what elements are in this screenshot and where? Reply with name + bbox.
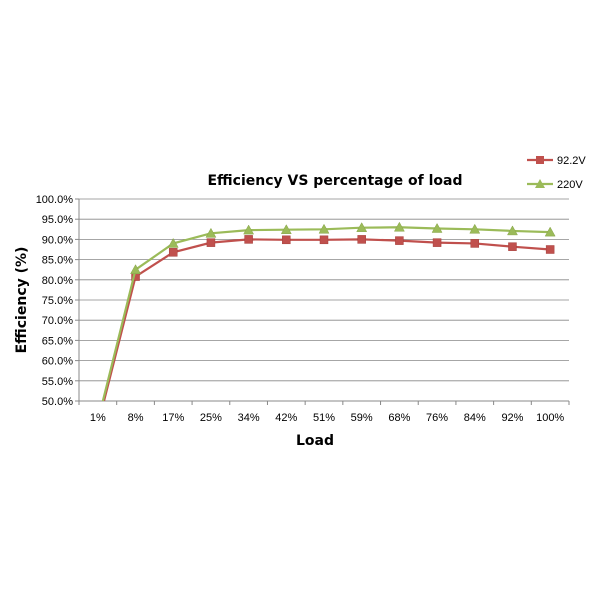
data-point xyxy=(205,227,217,238)
data-point xyxy=(432,238,442,247)
data-point xyxy=(395,236,404,245)
y-tick-label: 50.0% xyxy=(42,396,73,408)
data-point xyxy=(130,264,141,274)
data-point xyxy=(393,221,405,232)
legend-label: 220V xyxy=(557,179,583,191)
y-tick-label: 80.0% xyxy=(42,275,73,287)
legend-item: 220V xyxy=(527,179,583,191)
data-point xyxy=(357,235,366,244)
legend: 92.2V 220V xyxy=(527,155,586,191)
chart-title: Efficiency VS percentage of load xyxy=(207,173,462,189)
data-point xyxy=(167,237,179,248)
x-tick-label: 76% xyxy=(426,412,448,424)
x-tick-label: 92% xyxy=(501,412,523,424)
data-point xyxy=(545,245,555,254)
series-92.2V xyxy=(102,235,555,401)
x-tick-label: 100% xyxy=(536,412,564,424)
legend-marker xyxy=(536,156,544,164)
series-line xyxy=(102,238,551,401)
series-layer xyxy=(101,221,556,401)
x-tick-label: 68% xyxy=(388,412,410,424)
data-point xyxy=(168,248,178,257)
y-tick-label: 70.0% xyxy=(42,315,73,327)
x-tick-label: 8% xyxy=(128,412,144,424)
x-tick-label: 51% xyxy=(313,412,335,424)
data-point xyxy=(469,223,481,234)
data-point xyxy=(470,239,480,248)
data-point xyxy=(243,224,255,235)
x-tick-label: 42% xyxy=(275,412,297,424)
data-point xyxy=(206,238,216,247)
y-tick-label: 55.0% xyxy=(42,376,73,388)
x-tick-label: 84% xyxy=(464,412,486,424)
y-tick-label: 95.0% xyxy=(42,214,73,226)
data-point xyxy=(244,235,253,244)
data-point xyxy=(431,222,443,233)
y-tick-label: 75.0% xyxy=(42,295,73,307)
legend-label: 92.2V xyxy=(557,155,586,167)
y-tick-label: 100.0% xyxy=(36,194,74,206)
legend-item: 92.2V xyxy=(527,155,586,167)
y-tick-label: 85.0% xyxy=(42,255,73,267)
axis-layer: 50.0% 55.0% 60.0% 65.0% 70.0% 75.0% 80.0% 85.0%… xyxy=(36,194,570,424)
x-tick-label: 17% xyxy=(162,412,184,424)
y-tick-label: 90.0% xyxy=(42,234,73,246)
y-tick-label: 65.0% xyxy=(42,335,73,347)
data-point xyxy=(318,223,330,234)
data-point xyxy=(507,225,518,236)
legend-marker xyxy=(535,179,545,188)
data-point xyxy=(544,226,556,237)
data-point xyxy=(319,235,329,245)
data-point xyxy=(356,222,368,232)
data-point xyxy=(282,235,291,245)
x-tick-label: 25% xyxy=(200,412,222,424)
y-axis-title: Efficiency (%) xyxy=(14,247,30,354)
data-point xyxy=(508,242,517,251)
data-point xyxy=(280,224,292,234)
x-tick-label: 59% xyxy=(351,412,373,424)
x-tick-label: 1% xyxy=(90,412,106,424)
series-220V xyxy=(101,221,556,401)
y-tick-label: 60.0% xyxy=(42,356,73,368)
x-tick-label: 34% xyxy=(238,412,260,424)
x-axis-title: Load xyxy=(296,433,334,449)
